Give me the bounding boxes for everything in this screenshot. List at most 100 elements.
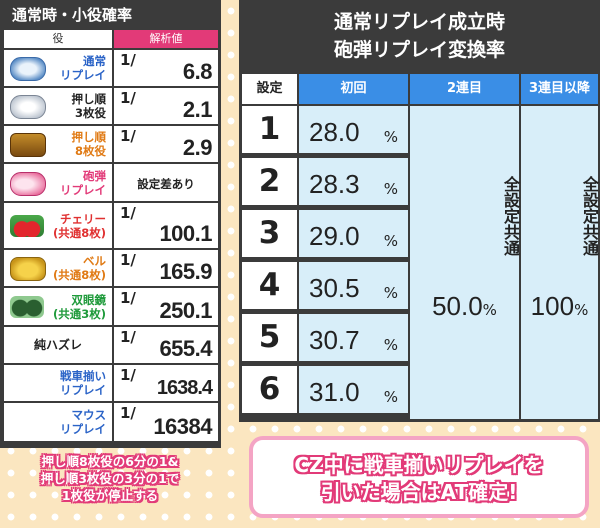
table-row: 押し順 3枚役 1/2.1: [4, 88, 218, 124]
header-role: 役: [4, 30, 112, 48]
fraction-denominator: 250.1: [159, 298, 212, 323]
first-rate-cell: 30.7%: [299, 314, 408, 361]
role-name: 戦車揃い リプレイ: [60, 369, 106, 397]
first-rate-value: 30.5: [309, 273, 360, 303]
fraction-numerator: 1/: [120, 251, 136, 269]
first-rate-value: 29.0: [309, 221, 360, 251]
first-rate-cell: 28.3%: [299, 158, 408, 205]
table-row: 砲弾 リプレイ 設定差あり: [4, 164, 218, 201]
setting-number: 2: [242, 158, 297, 205]
fraction-denominator: 655.4: [159, 336, 212, 361]
fraction-numerator: 1/: [120, 328, 136, 346]
fraction-numerator: 1/: [120, 366, 136, 384]
value-cell: 1/16384: [114, 403, 218, 441]
percent-sign: %: [383, 388, 398, 406]
second-chain-value: 50.0%: [432, 291, 497, 321]
fraction-denominator: 1638.4: [156, 377, 213, 399]
setting-number: 5: [242, 314, 297, 361]
role-cell: ベル (共通8枚): [4, 250, 112, 286]
value-cell: 1/165.9: [114, 250, 218, 286]
role-name: 双眼鏡 (共通3枚): [52, 292, 106, 321]
table-row: チェリー (共通8枚) 1/100.1: [4, 203, 218, 248]
role-name: マウス リプレイ: [60, 408, 106, 436]
fraction-numerator: 1/: [120, 89, 136, 107]
role-name: 押し順 8枚役: [71, 130, 107, 158]
percent-sign: %: [383, 284, 398, 302]
setting-number: 6: [242, 366, 297, 413]
fraction-numerator: 1/: [120, 127, 136, 145]
setting-number: 1: [242, 106, 297, 153]
left-table-header: 役 解析値: [4, 30, 218, 48]
header-first: 初回: [299, 74, 408, 104]
fraction-denominator: 2.1: [182, 97, 213, 122]
left-footnote: 押し順8枚役の6分の1& 押し順3枚役の3分の1で 1枚役が停止する: [40, 454, 180, 503]
role-cell: 戦車揃い リプレイ: [4, 365, 112, 401]
value-cell: 1/250.1: [114, 288, 218, 325]
first-rate-value: 28.0: [309, 117, 360, 147]
table-row: 通常 リプレイ 1/6.8: [4, 50, 218, 86]
header-third-chain-onward: 3連目以降: [521, 74, 598, 104]
percent-sign: %: [383, 336, 398, 354]
role-cell: 押し順 3枚役: [4, 88, 112, 124]
role-cell: 純ハズレ: [4, 327, 112, 363]
first-rate-value: 28.3: [309, 169, 360, 199]
fraction-numerator: 1/: [120, 51, 136, 69]
bell-pack-icon: [10, 95, 46, 119]
value-cell: 1/6.8: [114, 50, 218, 86]
header-second-chain: 2連目: [410, 74, 519, 104]
fraction-denominator: 6.8: [182, 59, 213, 84]
first-rate-cell: 29.0%: [299, 210, 408, 257]
setting-number: 4: [242, 262, 297, 309]
first-rate-cell: 30.5%: [299, 262, 408, 309]
header-analysis-value: 解析値: [114, 30, 218, 48]
right-table-title-line2: 砲弾リプレイ変換率: [333, 39, 505, 61]
shell-replay-conversion-table: 通常リプレイ成立時 砲弾リプレイ変換率 設定 初回 2連目 3連目以降 1 28.…: [239, 0, 600, 422]
setting-difference-text: 設定差あり: [137, 176, 195, 191]
third-chain-value: 100%: [530, 291, 589, 321]
all-settings-common-label: 全設定共通: [501, 176, 520, 256]
fraction-numerator: 1/: [120, 404, 136, 422]
role-cell: 双眼鏡 (共通3枚): [4, 288, 112, 325]
bell-icon: [10, 257, 46, 281]
cherry-icon: [10, 214, 44, 237]
table-row: 押し順 8枚役 1/2.9: [4, 126, 218, 162]
table-row: 双眼鏡 (共通3枚) 1/250.1: [4, 288, 218, 325]
second-chain-merged-cell: 全設定共通 50.0%: [410, 106, 520, 419]
first-rate-value: 30.7: [309, 325, 360, 355]
fraction-numerator: 1/: [120, 289, 136, 307]
percent-sign: %: [383, 128, 398, 146]
first-rate-cell: 28.0%: [299, 106, 408, 153]
right-table-title-line1: 通常リプレイ成立時: [333, 11, 505, 33]
percent-sign: %: [383, 232, 398, 250]
third-chain-merged-cell: 全設定共通 100%: [521, 106, 599, 419]
binoculars-icon: [10, 295, 44, 318]
fraction-numerator: 1/: [120, 204, 136, 222]
cz-note-text: CZ中に戦車揃いリプレイを 引いた場合はAT確定!: [294, 453, 544, 504]
value-cell: 1/100.1: [114, 203, 218, 248]
table-row: 純ハズレ 1/655.4: [4, 327, 218, 363]
fraction-denominator: 100.1: [159, 221, 212, 246]
value-cell: 1/655.4: [114, 327, 218, 363]
small-role-probability-table: 通常時・小役確率 役 解析値 通常 リプレイ 1/6.8 押し順 3枚役 1/2.1 押し順…: [0, 0, 221, 448]
shell-icon: [10, 171, 46, 196]
fraction-denominator: 2.9: [182, 135, 213, 160]
role-cell: 押し順 8枚役: [4, 126, 112, 162]
role-name: チェリー (共通8枚): [52, 211, 106, 240]
value-cell: 1/2.1: [114, 88, 218, 124]
table-row: 戦車揃い リプレイ 1/1638.4: [4, 365, 218, 401]
header-setting: 設定: [242, 74, 297, 104]
role-cell: 砲弾 リプレイ: [4, 164, 112, 201]
value-cell: 設定差あり: [114, 164, 218, 201]
role-name: 純ハズレ: [33, 338, 82, 352]
percent-sign: %: [383, 180, 398, 198]
role-name: 通常 リプレイ: [60, 54, 106, 82]
role-cell: マウス リプレイ: [4, 403, 112, 441]
first-rate-value: 31.0: [309, 377, 360, 407]
role-name: ベル (共通8枚): [52, 254, 106, 282]
role-name: 押し順 3枚役: [71, 92, 107, 120]
table-row: ベル (共通8枚) 1/165.9: [4, 250, 218, 286]
replay-icon: [10, 57, 46, 81]
role-cell: チェリー (共通8枚): [4, 203, 112, 248]
left-table-title: 通常時・小役確率: [12, 6, 133, 24]
role-name: 砲弾 リプレイ: [60, 168, 106, 197]
